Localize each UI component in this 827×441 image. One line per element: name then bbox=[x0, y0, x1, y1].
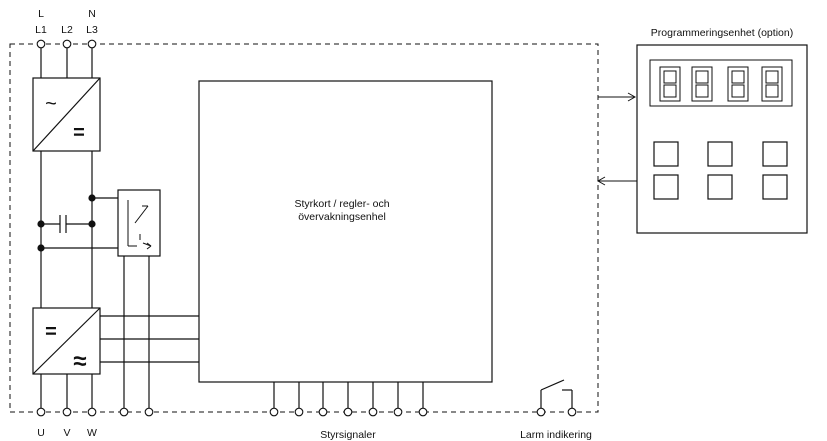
terminal-control-signal bbox=[269, 407, 279, 417]
terminal-brake bbox=[119, 407, 129, 417]
terminal-control-signal bbox=[393, 407, 403, 417]
label-l: L bbox=[38, 8, 44, 20]
rectifier-block: ~ = bbox=[32, 77, 101, 152]
label-l3: L3 bbox=[86, 24, 98, 36]
terminal-alarm bbox=[536, 407, 546, 417]
inverter-ac-symbol: ≈ bbox=[73, 348, 86, 375]
arrow-from-programming-unit bbox=[596, 176, 637, 186]
label-w: W bbox=[87, 427, 97, 439]
terminal-control-signal bbox=[368, 407, 378, 417]
keypad-key bbox=[653, 141, 679, 167]
keypad-key bbox=[653, 174, 679, 200]
terminal-v bbox=[62, 407, 72, 417]
programming-unit-box bbox=[636, 44, 808, 234]
control-board-label-line1: Styrkort / regler- och bbox=[294, 198, 389, 210]
terminal-l2 bbox=[62, 39, 72, 49]
junction-dot bbox=[88, 220, 96, 228]
junction-dot bbox=[37, 220, 45, 228]
keypad-key bbox=[707, 141, 733, 167]
enclosure-frame bbox=[9, 43, 599, 413]
junction-dot bbox=[88, 194, 96, 202]
terminal-control-signal bbox=[343, 407, 353, 417]
rectifier-dc-symbol: = bbox=[73, 122, 85, 144]
terminal-u bbox=[36, 407, 46, 417]
arrow-to-programming-unit bbox=[598, 92, 637, 102]
label-v: V bbox=[63, 427, 70, 439]
terminal-control-signal bbox=[418, 407, 428, 417]
keypad-key bbox=[707, 174, 733, 200]
output-wires bbox=[40, 374, 93, 408]
terminal-control-signal bbox=[294, 407, 304, 417]
keypad bbox=[653, 141, 788, 200]
rectifier-ac-symbol: ~ bbox=[45, 93, 57, 115]
dc-bus bbox=[40, 151, 118, 308]
display-digit bbox=[691, 66, 713, 102]
brake-chopper-block bbox=[117, 189, 161, 408]
alarm-relay-contact bbox=[540, 379, 573, 408]
display-digit bbox=[659, 66, 681, 102]
input-wires bbox=[40, 48, 93, 78]
terminal-control-signal bbox=[318, 407, 328, 417]
junction-dot bbox=[37, 244, 45, 252]
inverter-dc-symbol: = bbox=[45, 321, 57, 343]
terminal-l1 bbox=[36, 39, 46, 49]
display-digit bbox=[727, 66, 749, 102]
control-board-label-line2: övervakningsenhel bbox=[298, 211, 386, 223]
label-u: U bbox=[37, 427, 45, 439]
terminal-brake bbox=[144, 407, 154, 417]
label-n: N bbox=[88, 8, 96, 20]
terminal-l3 bbox=[87, 39, 97, 49]
terminal-w bbox=[87, 407, 97, 417]
display-digit bbox=[761, 66, 783, 102]
label-l1: L1 bbox=[35, 24, 47, 36]
keypad-key bbox=[762, 141, 788, 167]
programming-unit-title: Programmeringsenhet (option) bbox=[651, 27, 793, 39]
label-alarm: Larm indikering bbox=[520, 429, 592, 441]
control-board-box bbox=[198, 80, 493, 383]
inverter-block: = ≈ bbox=[32, 307, 101, 375]
control-signal-lines bbox=[273, 382, 424, 408]
label-control-signals: Styrsignaler bbox=[320, 429, 376, 441]
terminal-alarm bbox=[567, 407, 577, 417]
keypad-key bbox=[762, 174, 788, 200]
label-l2: L2 bbox=[61, 24, 73, 36]
seven-segment-display bbox=[649, 59, 793, 107]
gate-signal-lines bbox=[100, 315, 199, 363]
